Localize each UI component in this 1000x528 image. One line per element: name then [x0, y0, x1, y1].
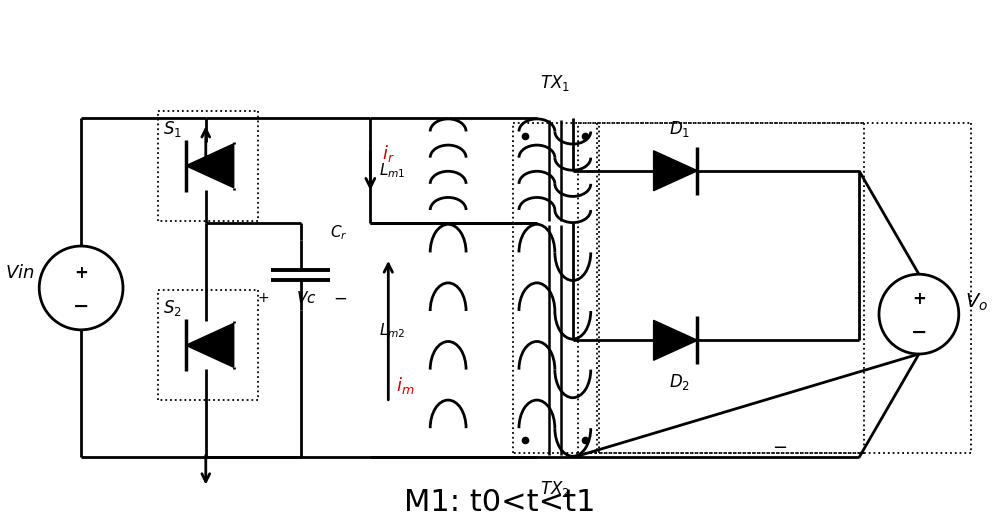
Text: $TX_2$: $TX_2$ [540, 479, 570, 499]
Text: $S_2$: $S_2$ [163, 298, 182, 318]
Text: $Vin$: $Vin$ [5, 264, 34, 282]
Text: $Vc$: $Vc$ [296, 290, 316, 306]
Text: $D_2$: $D_2$ [669, 372, 690, 392]
Polygon shape [654, 320, 697, 360]
Text: $TX_1$: $TX_1$ [540, 73, 570, 93]
Text: $L_{m1}$: $L_{m1}$ [379, 162, 405, 180]
Text: $-$: $-$ [772, 437, 787, 455]
Text: $C_r$: $C_r$ [330, 224, 348, 242]
Text: $-$: $-$ [333, 289, 347, 307]
Text: −: − [73, 296, 89, 315]
Text: +: + [74, 264, 88, 282]
Polygon shape [186, 323, 234, 367]
Text: $i_r$: $i_r$ [382, 143, 395, 164]
Text: $+$: $+$ [257, 291, 269, 305]
Text: $S_1$: $S_1$ [163, 119, 182, 139]
Text: +: + [912, 290, 926, 308]
Text: $i_m$: $i_m$ [396, 375, 415, 396]
Polygon shape [654, 151, 697, 191]
Polygon shape [186, 144, 234, 187]
Text: $V_o$: $V_o$ [965, 291, 988, 313]
Text: −: − [911, 323, 927, 342]
Text: $L_{m2}$: $L_{m2}$ [379, 321, 405, 340]
Text: M1: t0<t<t1: M1: t0<t<t1 [404, 488, 596, 517]
Text: $D_1$: $D_1$ [669, 119, 690, 139]
